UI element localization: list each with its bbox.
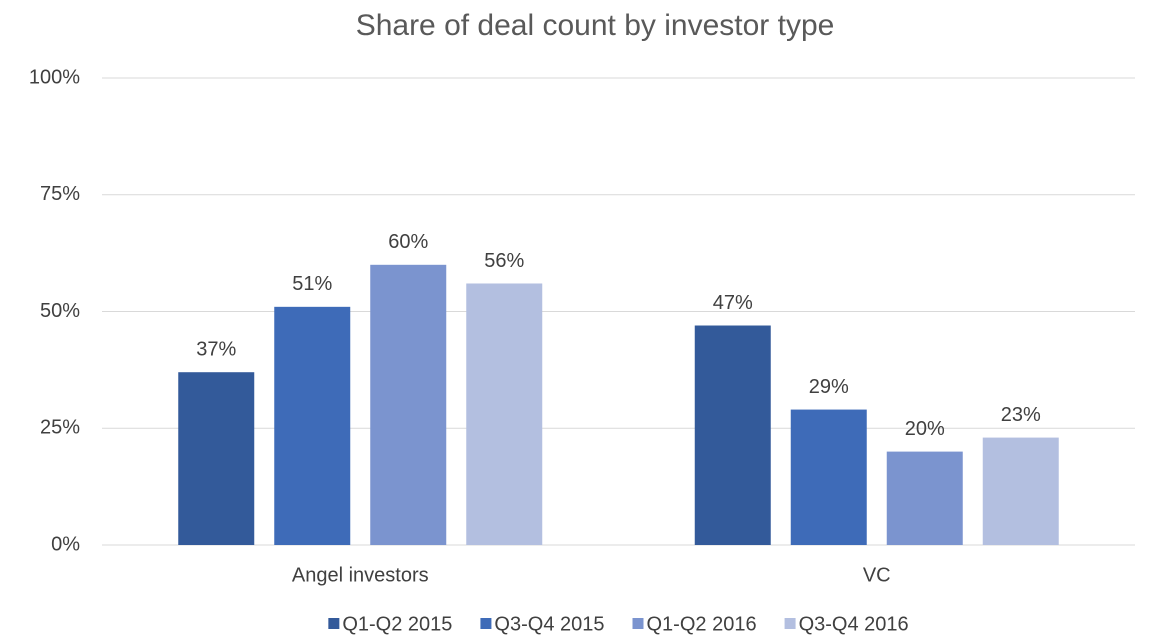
legend-swatch <box>632 618 644 629</box>
y-tick-label: 75% <box>40 183 80 205</box>
y-tick-label: 50% <box>40 300 80 322</box>
legend-label: Q1-Q2 2015 <box>342 613 452 635</box>
bar <box>790 409 867 545</box>
value-label: 60% <box>388 231 428 253</box>
bar <box>370 264 447 545</box>
value-label: 37% <box>196 338 236 360</box>
value-label: 29% <box>809 376 849 398</box>
bar <box>982 437 1059 545</box>
value-label: 23% <box>1001 404 1041 426</box>
bar <box>694 325 771 545</box>
bar <box>466 283 543 545</box>
y-tick-label: 100% <box>29 66 80 88</box>
y-tick-label: 25% <box>40 417 80 439</box>
legend-swatch <box>328 618 340 629</box>
chart-title: Share of deal count by investor type <box>356 9 835 42</box>
bar <box>274 306 351 545</box>
legend-label: Q3-Q4 2016 <box>799 613 909 635</box>
x-tick-label: Angel investors <box>292 564 429 586</box>
y-tick-label: 0% <box>51 533 80 555</box>
legend-label: Q3-Q4 2015 <box>494 613 604 635</box>
legend-label: Q1-Q2 2016 <box>647 613 757 635</box>
value-label: 51% <box>292 273 332 295</box>
value-label: 56% <box>484 250 524 272</box>
legend-swatch <box>480 618 492 629</box>
legend-swatch <box>784 618 796 629</box>
bar <box>178 372 255 545</box>
x-tick-label: VC <box>863 564 891 586</box>
value-label: 47% <box>713 292 753 314</box>
bar <box>886 451 963 545</box>
value-label: 20% <box>905 418 945 440</box>
